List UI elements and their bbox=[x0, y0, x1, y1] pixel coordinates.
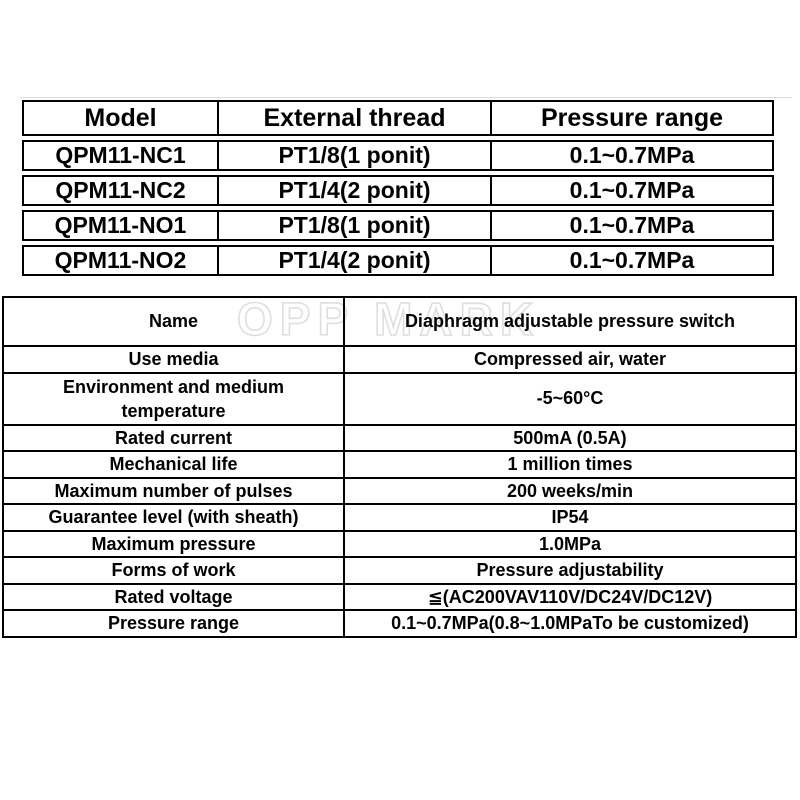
external-thread-column-header: External thread bbox=[217, 102, 492, 134]
model-cell: QPM11-NO1 bbox=[54, 212, 187, 238]
spec-label: Name bbox=[2, 296, 345, 347]
spec-label: Maximum pressure bbox=[2, 529, 345, 558]
model-cell: QPM11-NC1 bbox=[55, 142, 186, 168]
spec-value: Compressed air, water bbox=[343, 345, 797, 374]
spec-row: Rated voltage ≦(AC200VAV110V/DC24V/DC12V… bbox=[2, 582, 797, 611]
spec-row: Name Diaphragm adjustable pressure switc… bbox=[2, 296, 797, 347]
pressure-range-cell: 0.1~0.7MPa bbox=[569, 212, 695, 238]
spec-label: Rated voltage bbox=[2, 582, 345, 611]
external-thread-cell: PT1/8(1 ponit) bbox=[217, 212, 492, 239]
spec-row: Maximum pressure 1.0MPa bbox=[2, 529, 797, 558]
spec-row: Maximum number of pulses 200 weeks/min bbox=[2, 476, 797, 505]
spec-label: Rated current bbox=[2, 423, 345, 452]
model-table-row: QPM11-NC1 PT1/8(1 ponit) 0.1~0.7MPa bbox=[22, 140, 774, 171]
spec-row: Mechanical life 1 million times bbox=[2, 450, 797, 479]
model-column-header: Model bbox=[84, 103, 157, 132]
spec-value: -5~60°C bbox=[343, 371, 797, 426]
spec-label-text: Environment and medium temperature bbox=[62, 376, 285, 421]
model-table-header-row: Model External thread Pressure range bbox=[22, 100, 774, 136]
scan-hairline bbox=[20, 97, 792, 98]
spec-value: Pressure adjustability bbox=[343, 556, 797, 585]
spec-label: Use media bbox=[2, 345, 345, 374]
spec-value: Diaphragm adjustable pressure switch bbox=[343, 296, 797, 347]
spec-label: Mechanical life bbox=[2, 450, 345, 479]
external-thread-cell: PT1/4(2 ponit) bbox=[217, 247, 492, 274]
pressure-range-column-header: Pressure range bbox=[540, 103, 724, 132]
spec-value: 1 million times bbox=[343, 450, 797, 479]
spec-table: Name Diaphragm adjustable pressure switc… bbox=[2, 296, 797, 638]
model-cell: QPM11-NO2 bbox=[54, 247, 187, 273]
spec-value: 200 weeks/min bbox=[343, 476, 797, 505]
spec-label: Guarantee level (with sheath) bbox=[2, 503, 345, 532]
model-table-row: QPM11-NO1 PT1/8(1 ponit) 0.1~0.7MPa bbox=[22, 210, 774, 241]
pressure-range-cell: 0.1~0.7MPa bbox=[569, 142, 695, 168]
spec-label: Pressure range bbox=[2, 609, 345, 638]
spec-value: 0.1~0.7MPa(0.8~1.0MPaTo be customized) bbox=[343, 609, 797, 638]
spec-value: 500mA (0.5A) bbox=[343, 423, 797, 452]
spec-row: Rated current 500mA (0.5A) bbox=[2, 423, 797, 452]
spec-label: Forms of work bbox=[2, 556, 345, 585]
spec-label: Environment and medium temperature bbox=[2, 371, 345, 426]
spec-row: Guarantee level (with sheath) IP54 bbox=[2, 503, 797, 532]
pressure-range-cell: 0.1~0.7MPa bbox=[569, 177, 695, 203]
spec-row: Pressure range 0.1~0.7MPa(0.8~1.0MPaTo b… bbox=[2, 609, 797, 638]
model-table: Model External thread Pressure range QPM… bbox=[22, 100, 774, 276]
spec-row: Use media Compressed air, water bbox=[2, 345, 797, 374]
spec-value: IP54 bbox=[343, 503, 797, 532]
pressure-range-cell: 0.1~0.7MPa bbox=[569, 247, 695, 273]
external-thread-cell: PT1/4(2 ponit) bbox=[217, 177, 492, 204]
external-thread-cell: PT1/8(1 ponit) bbox=[217, 142, 492, 169]
model-table-row: QPM11-NO2 PT1/4(2 ponit) 0.1~0.7MPa bbox=[22, 245, 774, 276]
spec-row: Environment and medium temperature -5~60… bbox=[2, 371, 797, 426]
spec-value: ≦(AC200VAV110V/DC24V/DC12V) bbox=[343, 582, 797, 611]
model-table-row: QPM11-NC2 PT1/4(2 ponit) 0.1~0.7MPa bbox=[22, 175, 774, 206]
model-cell: QPM11-NC2 bbox=[55, 177, 186, 203]
spec-value: 1.0MPa bbox=[343, 529, 797, 558]
spec-label: Maximum number of pulses bbox=[2, 476, 345, 505]
spec-row: Forms of work Pressure adjustability bbox=[2, 556, 797, 585]
